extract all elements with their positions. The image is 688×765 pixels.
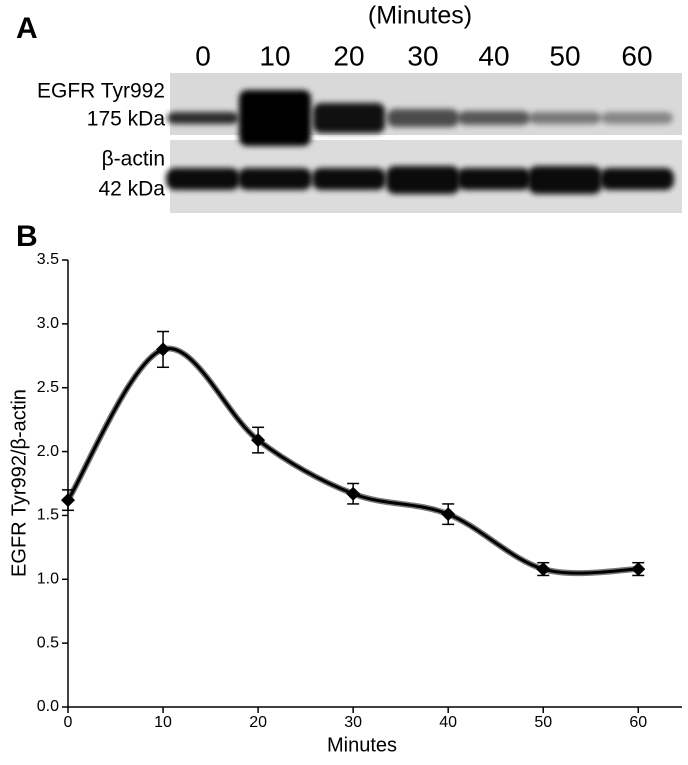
row-name: β-actin: [102, 148, 165, 171]
band: [386, 166, 460, 194]
band: [239, 90, 311, 146]
band: [312, 168, 386, 190]
x-tick-label: 50: [534, 714, 552, 731]
y-tick-label: 3.5: [37, 251, 59, 268]
data-point: [536, 562, 551, 577]
x-tick-label: 20: [249, 714, 267, 731]
x-tick-label: 60: [629, 714, 647, 731]
band: [601, 112, 673, 124]
x-tick-label: 40: [439, 714, 457, 731]
panel-label: A: [16, 12, 38, 45]
band: [458, 111, 530, 125]
y-tick-label: 1.5: [37, 507, 59, 524]
lane-label: 10: [259, 40, 290, 71]
y-tick-label: 0.5: [37, 634, 59, 651]
data-point: [441, 507, 456, 522]
series-line: [65, 345, 639, 577]
band: [600, 168, 674, 190]
band: [238, 168, 312, 190]
data-point: [346, 486, 361, 501]
band: [313, 103, 385, 133]
row-size: 175 kDa: [87, 108, 166, 131]
x-tick-label: 30: [344, 714, 362, 731]
lane-label: 60: [621, 40, 652, 71]
band: [529, 112, 601, 124]
data-point: [251, 433, 266, 448]
y-tick-label: 2.0: [37, 443, 59, 460]
series-line: [66, 347, 639, 575]
lane-label: 30: [407, 40, 438, 71]
x-tick-label: 10: [154, 714, 172, 731]
lane-label: 0: [195, 40, 211, 71]
x-axis-label: Minutes: [327, 734, 397, 756]
lane-label: 20: [333, 40, 364, 71]
y-tick-label: 3.0: [37, 315, 59, 332]
panel-label: B: [16, 220, 38, 253]
data-point: [61, 493, 75, 508]
lane-label: 50: [549, 40, 580, 71]
y-tick-label: 2.5: [37, 379, 59, 396]
band: [166, 168, 240, 190]
band: [457, 168, 531, 190]
blot-bands: [166, 90, 674, 194]
y-axis-label: EGFR Tyr992/β-actin: [8, 389, 30, 577]
band: [528, 166, 602, 194]
y-tick-label: 1.0: [37, 571, 59, 588]
data-point: [156, 342, 171, 357]
y-tick-label: 0.0: [37, 698, 59, 715]
lane-unit: (Minutes): [368, 2, 472, 30]
data-point: [631, 562, 646, 577]
band: [387, 109, 459, 127]
x-tick-label: 0: [64, 714, 73, 731]
lane-label: 40: [478, 40, 509, 71]
band: [167, 112, 239, 124]
row-name: EGFR Tyr992: [37, 80, 165, 103]
row-size: 42 kDa: [98, 178, 165, 201]
